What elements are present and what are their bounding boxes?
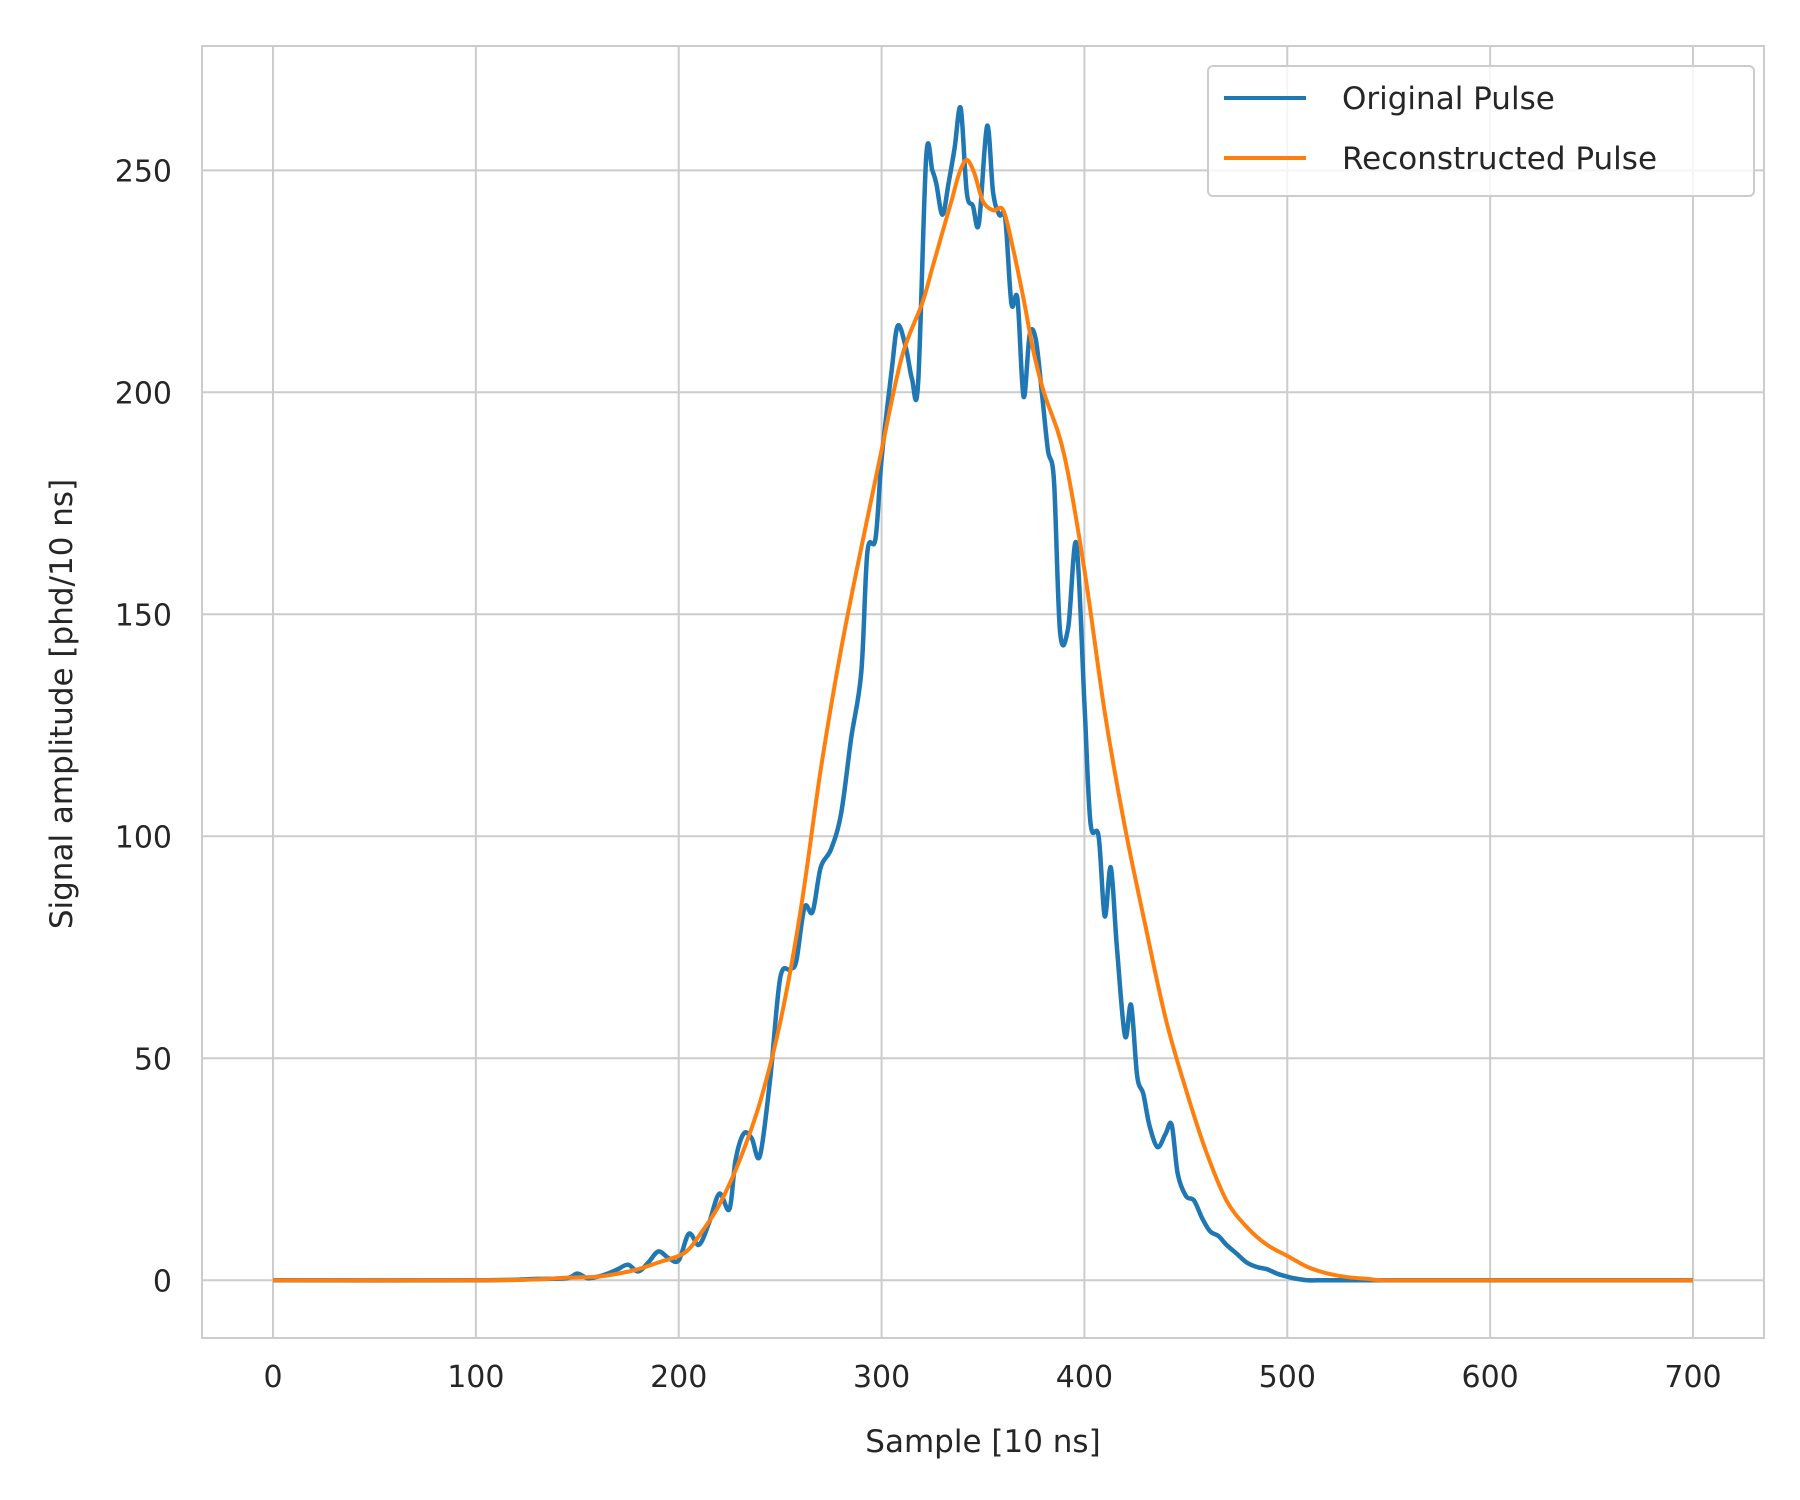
plot-frame bbox=[201, 45, 1765, 1339]
x-tick-label: 100 bbox=[447, 1360, 504, 1395]
y-tick-label: 200 bbox=[115, 376, 172, 411]
x-tick-label: 300 bbox=[853, 1360, 910, 1395]
y-tick-label: 50 bbox=[134, 1042, 172, 1077]
x-tick-label: 200 bbox=[650, 1360, 707, 1395]
series-layer bbox=[272, 105, 1693, 1283]
x-tick-label: 400 bbox=[1056, 1360, 1113, 1395]
legend: Original Pulse Reconstructed Pulse bbox=[1207, 65, 1755, 197]
y-tick-label: 250 bbox=[115, 154, 172, 189]
grid bbox=[202, 46, 1764, 1338]
legend-box bbox=[1207, 65, 1755, 197]
y-axis-label: Signal amplitude [phd/10 ns] bbox=[44, 479, 80, 929]
x-tick-label: 700 bbox=[1664, 1360, 1721, 1395]
legend-label-reconstructed-pulse: Reconstructed Pulse bbox=[1342, 141, 1657, 177]
x-tick-label: 600 bbox=[1462, 1360, 1519, 1395]
x-tick-label: 500 bbox=[1259, 1360, 1316, 1395]
y-tick-label: 0 bbox=[153, 1264, 172, 1299]
series-line-reconstructed-pulse bbox=[272, 157, 1693, 1283]
tick-labels: 0 100 200 300 400 500 600 700 0 50 100 150 200 250 bbox=[115, 154, 1722, 1395]
legend-label-original-pulse: Original Pulse bbox=[1342, 81, 1555, 117]
y-tick-label: 100 bbox=[115, 820, 172, 855]
x-tick-label: 0 bbox=[263, 1360, 282, 1395]
series-line-original-pulse bbox=[272, 105, 1693, 1283]
x-axis-label: Sample [10 ns] bbox=[865, 1424, 1100, 1460]
y-tick-label: 150 bbox=[115, 598, 172, 633]
